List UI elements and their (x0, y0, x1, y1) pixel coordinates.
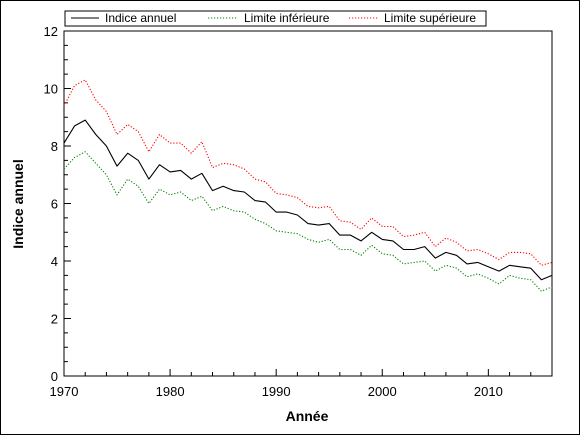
series-lines (63, 79, 553, 292)
series-line-2 (63, 79, 553, 266)
y-tick-label: 4 (51, 254, 58, 269)
y-axis-title: Indice annuel (10, 159, 26, 248)
tick-labels: 0 2 4 6 8 10 12 1970 1980 1990 2000 2010 (44, 24, 503, 399)
legend-label-limite-superieure: Limite supérieure (384, 11, 476, 25)
y-tick-label: 6 (51, 197, 58, 212)
legend-label-limite-inferieure: Limite inférieure (244, 11, 330, 25)
tick-marks (63, 30, 553, 377)
series-line-1 (63, 151, 553, 292)
series-line-0 (63, 119, 553, 281)
y-tick-label: 8 (51, 139, 58, 154)
plot-area (63, 30, 553, 377)
x-axis-title: Année (286, 408, 329, 424)
x-tick-label: 2000 (368, 384, 397, 399)
legend-label-indice-annuel: Indice annuel (105, 11, 176, 25)
y-tick-label: 2 (51, 312, 58, 327)
x-tick-label: 1990 (262, 384, 291, 399)
x-tick-label: 1980 (156, 384, 185, 399)
x-tick-label: 1970 (50, 384, 79, 399)
y-tick-label: 12 (44, 24, 58, 39)
x-tick-label: 2010 (474, 384, 503, 399)
y-tick-label: 10 (44, 82, 58, 97)
legend-box (64, 10, 487, 27)
legend: Indice annuel Limite inférieure Limite s… (64, 10, 487, 27)
y-tick-label: 0 (51, 369, 58, 384)
